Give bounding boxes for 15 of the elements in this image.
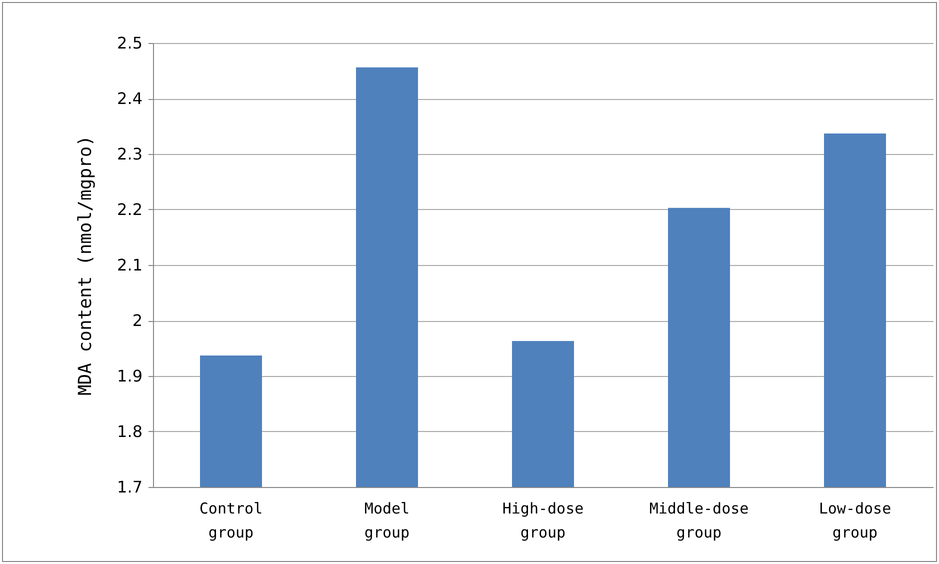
x-tick-label: Middle-dose group bbox=[649, 500, 749, 542]
y-tick-label: 2.2 bbox=[117, 200, 142, 219]
y-tick-label: 1.8 bbox=[117, 422, 142, 441]
y-tick-label: 2 bbox=[132, 311, 142, 330]
x-tick-label: Control group bbox=[199, 500, 263, 542]
x-tick-label: Low-dose group bbox=[818, 500, 892, 542]
y-tick-label: 2.5 bbox=[117, 34, 142, 52]
y-tick-label: 2.4 bbox=[117, 89, 142, 108]
y-tick-label: 1.9 bbox=[117, 366, 142, 386]
y-axis-title: MDA content (nmol/mgpro) bbox=[75, 135, 96, 396]
y-tick-label: 2.3 bbox=[117, 144, 142, 164]
y-tick-label: 1.7 bbox=[117, 478, 142, 496]
y-tick-label: 2.1 bbox=[117, 256, 142, 274]
x-tick-label: High-dose group bbox=[502, 500, 584, 542]
x-tick-label: Model group bbox=[364, 500, 410, 542]
